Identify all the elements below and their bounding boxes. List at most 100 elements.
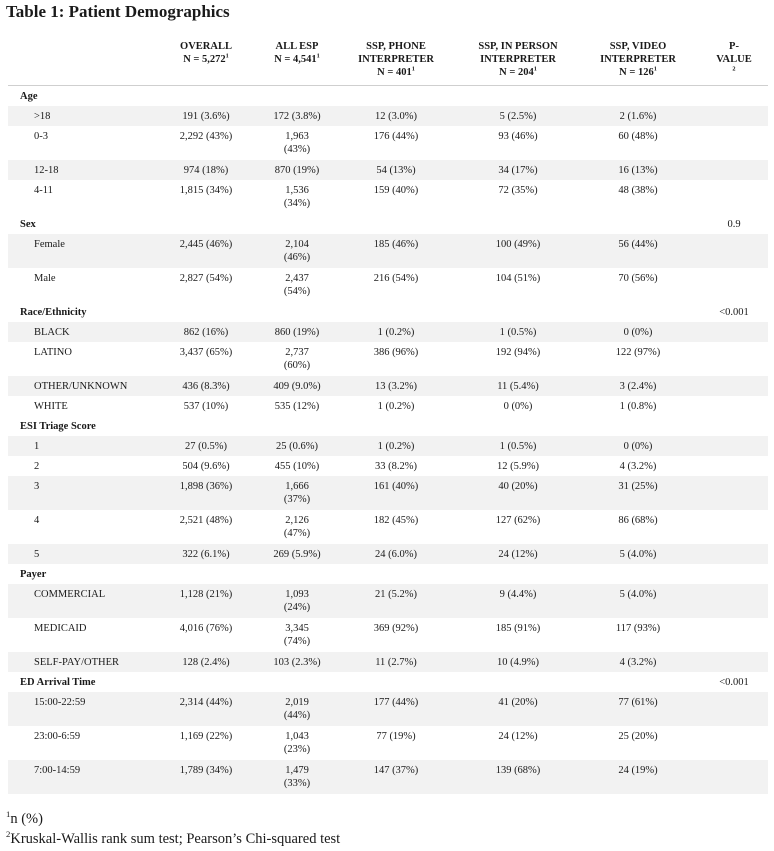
- header-inperson: SSP, IN PERSON INTERPRETER N = 2041: [463, 40, 573, 79]
- cell-video: 77 (61%): [618, 697, 658, 708]
- cell-all-esp: 1,043 (23%): [256, 730, 338, 756]
- cell-overall: 322 (6.1%): [182, 549, 230, 560]
- cell-overall: 1,815 (34%): [179, 185, 233, 196]
- cell-all-esp: 1,093 (24%): [256, 588, 338, 614]
- group-label: Race/Ethnicity: [20, 307, 87, 318]
- table-row: 7:00-14:59 1,789 (34%) 147 (37%) 139 (68%) 2…: [8, 760, 768, 794]
- cell-inperson: 93 (46%): [498, 131, 538, 142]
- cell-phone: 369 (92%): [373, 623, 419, 634]
- cell-phone: 185 (46%): [373, 239, 419, 250]
- cell-inperson: 9 (4.4%): [499, 589, 537, 600]
- header-pvalue-line1: P-: [729, 41, 739, 52]
- cell-inperson: 5 (2.5%): [499, 111, 537, 122]
- cell-overall: 27 (0.5%): [185, 441, 227, 452]
- row-label: 7:00-14:59: [34, 765, 81, 776]
- table-row: 4-11 1,815 (34%) 159 (40%) 72 (35%) 48 (38%)…: [8, 180, 768, 214]
- cell-inperson: 192 (94%): [495, 347, 541, 358]
- row-label: WHITE: [34, 401, 68, 412]
- table-title: Table 1: Patient Demographics: [6, 2, 230, 21]
- cell-all-esp: 1,479 (33%): [256, 764, 338, 790]
- header-overall: OVERALL N = 5,2721: [158, 40, 254, 66]
- cell-all-esp: 535 (12%): [256, 400, 338, 413]
- cell-overall: 2,445 (46%): [179, 239, 233, 250]
- header-video-n: N = 1261: [619, 65, 657, 78]
- row-label: 0-3: [34, 131, 48, 142]
- table-header: OVERALL N = 5,2721 ALL ESP N = 4,5411 SS…: [8, 40, 768, 86]
- table-row: WHITE 537 (10%) 1 (0.2%) 0 (0%) 1 (0.8%) 535 …: [8, 396, 768, 416]
- cell-video: 0 (0%): [623, 441, 653, 452]
- table-row: BLACK 862 (16%) 1 (0.2%) 1 (0.5%) 0 (0%) 860 …: [8, 322, 768, 342]
- cell-video: 4 (3.2%): [619, 461, 657, 472]
- cell-all-esp-line: 535 (12%): [274, 401, 320, 412]
- cell-overall: 2,292 (43%): [179, 131, 233, 142]
- cell-overall: 4,016 (76%): [179, 623, 233, 634]
- cell-inperson: 185 (91%): [495, 623, 541, 634]
- row-label: OTHER/UNKNOWN: [34, 381, 128, 392]
- header-overall-n: N = 5,2721: [183, 52, 229, 65]
- cell-all-esp-line: (47%): [283, 528, 311, 539]
- cell-inperson: 40 (20%): [498, 481, 538, 492]
- cell-all-esp: 269 (5.9%): [256, 548, 338, 561]
- cell-video: 122 (97%): [615, 347, 661, 358]
- row-label: BLACK: [34, 327, 70, 338]
- group-header-row: ED Arrival Time <0.001: [8, 672, 768, 692]
- table-row: MEDICAID 4,016 (76%) 369 (92%) 185 (91%) 117…: [8, 618, 768, 652]
- header-video-line2: INTERPRETER: [600, 54, 676, 65]
- cell-phone: 1 (0.2%): [377, 327, 415, 338]
- cell-all-esp-line: (33%): [283, 778, 311, 789]
- p-value: 0.9: [727, 219, 741, 230]
- cell-video: 31 (25%): [618, 481, 658, 492]
- row-label: Female: [34, 239, 65, 250]
- cell-phone: 12 (3.0%): [375, 111, 417, 122]
- cell-all-esp-line: (34%): [283, 198, 311, 209]
- cell-all-esp-line: (37%): [283, 494, 311, 505]
- cell-all-esp-line: 103 (2.3%): [273, 657, 321, 668]
- cell-all-esp: 1,666 (37%): [256, 480, 338, 506]
- row-label: Male: [34, 273, 56, 284]
- cell-video: 5 (4.0%): [619, 549, 657, 560]
- row-label: 23:00-6:59: [34, 731, 81, 742]
- cell-all-esp-line: (44%): [283, 710, 311, 721]
- header-phone-line1: SSP, PHONE: [366, 41, 426, 52]
- cell-phone: 176 (44%): [373, 131, 419, 142]
- cell-overall: 3,437 (65%): [179, 347, 233, 358]
- cell-inperson: 10 (4.9%): [497, 657, 539, 668]
- cell-inperson: 139 (68%): [495, 765, 541, 776]
- table-row: 12-18 974 (18%) 54 (13%) 34 (17%) 16 (13%) 87…: [8, 160, 768, 180]
- cell-all-esp: 3,345 (74%): [256, 622, 338, 648]
- cell-all-esp-line: (23%): [283, 744, 311, 755]
- cell-all-esp-line: (43%): [283, 144, 311, 155]
- group-header-row: Age: [8, 86, 768, 106]
- cell-phone: 147 (37%): [373, 765, 419, 776]
- table-row: 15:00-22:59 2,314 (44%) 177 (44%) 41 (20%) 7…: [8, 692, 768, 726]
- cell-video: 60 (48%): [618, 131, 658, 142]
- cell-video: 25 (20%): [618, 731, 658, 742]
- cell-overall: 974 (18%): [183, 165, 229, 176]
- cell-overall: 1,169 (22%): [179, 731, 233, 742]
- row-label: LATINO: [34, 347, 72, 358]
- cell-inperson: 127 (62%): [495, 515, 541, 526]
- cell-overall: 128 (2.4%): [182, 657, 230, 668]
- group-label: ESI Triage Score: [20, 421, 96, 432]
- cell-all-esp: 2,019 (44%): [256, 696, 338, 722]
- group-header-row: Sex 0.9: [8, 214, 768, 234]
- header-pvalue: P- VALUE 2: [708, 40, 760, 79]
- cell-inperson: 11 (5.4%): [497, 381, 539, 392]
- cell-video: 3 (2.4%): [619, 381, 657, 392]
- table-row: 0-3 2,292 (43%) 176 (44%) 93 (46%) 60 (48%) 1…: [8, 126, 768, 160]
- header-phone: SSP, PHONE INTERPRETER N = 4011: [348, 40, 444, 79]
- cell-phone: 182 (45%): [373, 515, 419, 526]
- cell-all-esp: 409 (9.0%): [256, 380, 338, 393]
- row-label: 3: [34, 481, 40, 492]
- cell-inperson: 24 (12%): [498, 731, 538, 742]
- header-inperson-line1: SSP, IN PERSON: [478, 41, 558, 52]
- cell-all-esp: 1,963 (43%): [256, 130, 338, 156]
- row-label: 4: [34, 515, 40, 526]
- row-label: >18: [34, 111, 51, 122]
- cell-overall: 436 (8.3%): [182, 381, 230, 392]
- group-label: ED Arrival Time: [20, 677, 96, 688]
- row-label: 2: [34, 461, 40, 472]
- row-label: 15:00-22:59: [34, 697, 86, 708]
- cell-all-esp-line: 269 (5.9%): [273, 549, 321, 560]
- header-pvalue-sup: 2: [732, 65, 736, 73]
